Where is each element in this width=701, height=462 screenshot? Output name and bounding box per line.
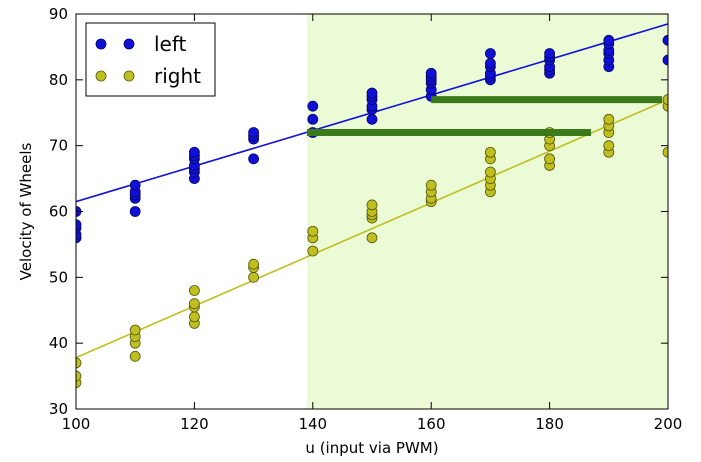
y-axis-label: Velocity of Wheels xyxy=(17,143,35,281)
point-right xyxy=(662,94,668,105)
point-right xyxy=(188,285,200,296)
x-tick-label: 100 xyxy=(62,415,91,433)
point-right xyxy=(129,324,141,336)
x-tick-label: 160 xyxy=(417,415,446,433)
point-left xyxy=(544,48,555,59)
point-right xyxy=(76,357,82,369)
legend-right-marker-2 xyxy=(123,70,135,82)
legend-label-left: left xyxy=(154,32,187,56)
point-right xyxy=(662,146,668,158)
x-tick-label: 200 xyxy=(654,415,683,433)
point-left xyxy=(662,34,668,46)
point-left xyxy=(484,57,496,69)
point-right xyxy=(603,113,615,125)
point-left xyxy=(662,54,668,66)
point-left xyxy=(248,153,260,165)
legend-label-right: right xyxy=(154,64,201,88)
point-left xyxy=(366,113,378,125)
point-right xyxy=(188,298,200,310)
y-tick-label: 80 xyxy=(49,71,68,89)
point-right xyxy=(484,166,496,178)
x-tick-label: 120 xyxy=(180,415,209,433)
y-tick-label: 50 xyxy=(49,268,68,286)
point-left xyxy=(425,67,437,79)
x-tick-label: 180 xyxy=(535,415,564,433)
axis-ticks: 100 120 140 160 180 200 30 40 50 60 70 80 90 xyxy=(49,5,682,433)
point-left xyxy=(76,219,82,231)
point-left xyxy=(603,34,615,46)
fit-line-right xyxy=(76,98,668,359)
point-left xyxy=(366,87,378,99)
annotation-lines xyxy=(306,96,663,136)
point-left xyxy=(129,206,141,217)
point-right xyxy=(248,271,260,283)
point-right xyxy=(188,311,200,323)
x-axis-label: u (input via PWM) xyxy=(305,439,438,457)
legend-left-marker-2 xyxy=(123,38,135,50)
y-tick-label: 30 xyxy=(49,400,68,418)
legend-left-marker-1 xyxy=(95,38,107,50)
legend: left right xyxy=(85,22,216,97)
legend-right-marker-1 xyxy=(95,70,107,82)
point-left xyxy=(129,179,141,191)
y-tick-label: 70 xyxy=(49,137,68,155)
point-right xyxy=(307,225,319,237)
point-right xyxy=(129,350,141,362)
point-right xyxy=(603,140,615,152)
point-right xyxy=(544,153,555,165)
point-left xyxy=(484,48,496,59)
point-right xyxy=(76,370,82,382)
point-left xyxy=(188,146,200,158)
y-tick-label: 40 xyxy=(49,334,68,352)
legend-box xyxy=(85,22,216,97)
point-right xyxy=(248,258,260,270)
point-right xyxy=(425,179,437,191)
point-right xyxy=(484,146,496,158)
y-tick-label: 60 xyxy=(49,203,68,221)
point-right xyxy=(307,245,319,257)
point-left xyxy=(248,127,260,138)
point-left xyxy=(307,113,319,125)
point-right xyxy=(366,199,378,211)
y-tick-label: 90 xyxy=(49,5,68,23)
point-right xyxy=(366,232,378,244)
data-points xyxy=(76,34,668,389)
point-left xyxy=(307,100,319,112)
x-tick-label: 140 xyxy=(298,415,327,433)
